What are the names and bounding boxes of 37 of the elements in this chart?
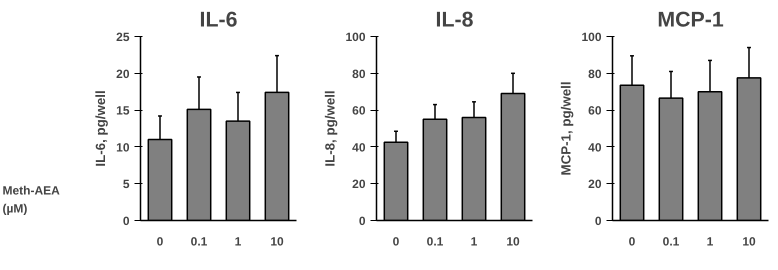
y-tick-label: 40 [352,140,366,154]
y-axis-title: IL-8, pg/well [322,90,338,167]
y-tick-label: 0 [358,214,366,228]
y-tick-label: 100 [345,30,366,44]
y-tick-label: 60 [352,104,366,118]
x-tick-label: 1 [234,234,242,248]
y-tick-label: 20 [116,66,130,81]
x-tick-label: 0.1 [662,234,680,248]
y-tick-label: 10 [116,140,130,154]
x-tick-label: 10 [506,234,520,248]
chart-title: IL-6 [200,8,238,32]
y-tick-label: 80 [588,66,602,81]
x-tick-label: 0.1 [426,234,444,248]
y-axis-title: MCP-1, pg/well [558,81,574,176]
x-tick-label: 10 [270,234,284,248]
y-tick-label: 60 [588,104,602,118]
y-tick-label: 40 [588,140,602,154]
x-tick-label: 0.1 [190,234,208,248]
y-tick-label: 0 [122,214,130,228]
chart-title: IL-8 [436,8,474,32]
y-tick-label: 80 [352,66,366,81]
y-tick-label: 5 [122,177,130,192]
chart-title: MCP-1 [657,8,724,32]
y-tick-label: 0 [594,214,602,228]
x-tick-label: 0 [156,234,164,248]
x-tick-label: 0 [628,234,636,248]
y-axis-title: IL-6, pg/well [93,90,108,167]
x-tick-label: 0 [392,234,400,248]
y-tick-label: 25 [116,30,130,44]
y-tick-label: 20 [588,177,602,192]
x-tick-label: 1 [470,234,478,248]
x-tick-label: 1 [706,234,714,248]
y-tick-label: 15 [116,104,130,118]
y-tick-label: 100 [581,30,602,44]
x-tick-label: 10 [742,234,756,248]
x-axis-title: Meth-AEA (µM) [2,184,60,216]
y-tick-label: 20 [352,177,366,192]
